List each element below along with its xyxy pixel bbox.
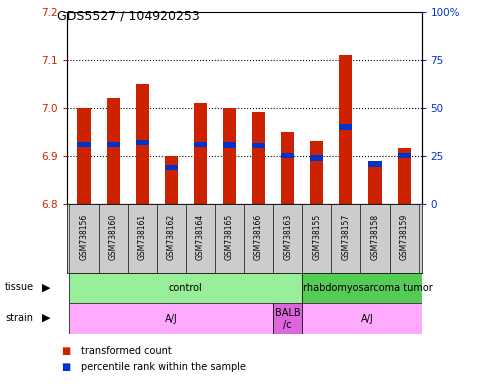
- Bar: [252, 112, 265, 204]
- Bar: [302, 273, 433, 303]
- Bar: [397, 153, 411, 159]
- Text: BALB
/c: BALB /c: [275, 308, 301, 329]
- Text: GSM738161: GSM738161: [138, 214, 147, 260]
- Bar: [223, 142, 236, 148]
- Text: GSM738157: GSM738157: [341, 214, 351, 260]
- Bar: [223, 108, 236, 204]
- Bar: [310, 155, 323, 161]
- Bar: [106, 142, 120, 147]
- Bar: [77, 108, 91, 204]
- Bar: [281, 131, 294, 204]
- Bar: [77, 142, 91, 147]
- Text: GSM738158: GSM738158: [370, 214, 380, 260]
- Text: GSM738160: GSM738160: [108, 214, 118, 260]
- Bar: [99, 204, 128, 273]
- Text: strain: strain: [5, 313, 33, 323]
- Text: ▶: ▶: [42, 282, 50, 292]
- Bar: [302, 303, 433, 334]
- Bar: [368, 161, 382, 167]
- Bar: [302, 204, 331, 273]
- Text: tissue: tissue: [5, 282, 34, 292]
- Bar: [397, 148, 411, 204]
- Bar: [339, 124, 352, 130]
- Bar: [157, 204, 186, 273]
- Bar: [128, 204, 157, 273]
- Text: GDS5527 / 104920253: GDS5527 / 104920253: [57, 10, 200, 23]
- Text: A/J: A/J: [361, 314, 374, 324]
- Text: ■: ■: [62, 362, 71, 372]
- Bar: [215, 204, 244, 273]
- Text: GSM738164: GSM738164: [196, 214, 205, 260]
- Text: rhabdomyosarcoma tumor: rhabdomyosarcoma tumor: [303, 283, 432, 293]
- Bar: [165, 165, 178, 170]
- Text: GSM738163: GSM738163: [283, 214, 292, 260]
- Bar: [273, 204, 302, 273]
- Bar: [136, 84, 149, 204]
- Bar: [106, 98, 120, 204]
- Text: GSM738156: GSM738156: [79, 214, 89, 260]
- Bar: [70, 303, 273, 334]
- Text: control: control: [169, 283, 203, 293]
- Text: GSM738155: GSM738155: [312, 214, 321, 260]
- Bar: [281, 153, 294, 159]
- Bar: [252, 142, 265, 148]
- Text: percentile rank within the sample: percentile rank within the sample: [81, 362, 246, 372]
- Bar: [310, 141, 323, 204]
- Bar: [194, 103, 207, 204]
- Bar: [70, 273, 302, 303]
- Text: transformed count: transformed count: [81, 346, 172, 356]
- Text: A/J: A/J: [165, 314, 177, 324]
- Bar: [389, 204, 419, 273]
- Bar: [331, 204, 360, 273]
- Bar: [70, 204, 99, 273]
- Text: GSM738162: GSM738162: [167, 214, 176, 260]
- Bar: [360, 204, 389, 273]
- Bar: [186, 204, 215, 273]
- Bar: [368, 163, 382, 204]
- Bar: [165, 156, 178, 204]
- Bar: [273, 303, 302, 334]
- Text: ▶: ▶: [42, 313, 50, 323]
- Text: ■: ■: [62, 346, 71, 356]
- Text: GSM738166: GSM738166: [254, 214, 263, 260]
- Text: GSM738165: GSM738165: [225, 214, 234, 260]
- Text: GSM738159: GSM738159: [399, 214, 409, 260]
- Bar: [194, 142, 207, 147]
- Bar: [339, 55, 352, 204]
- Bar: [244, 204, 273, 273]
- Bar: [136, 140, 149, 146]
